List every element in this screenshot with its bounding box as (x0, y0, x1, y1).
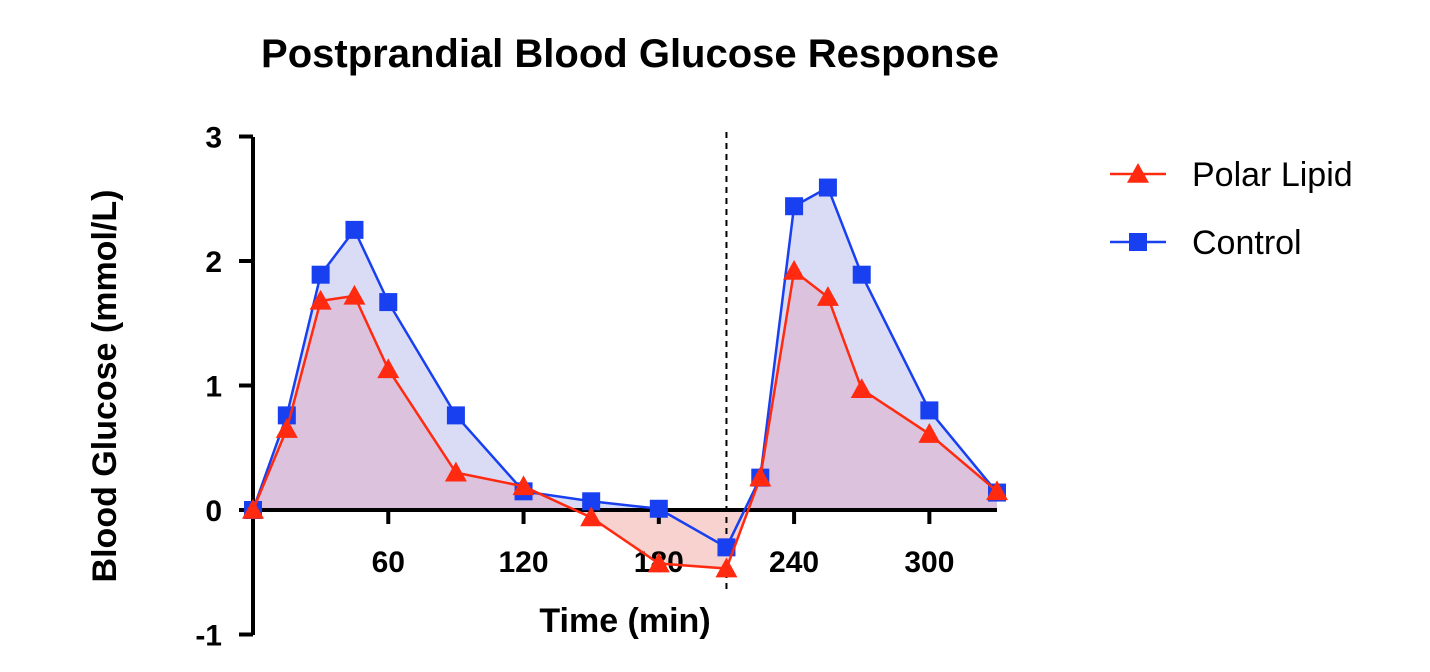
y-tick-label: -1 (195, 620, 222, 653)
polar-lipid-point (647, 552, 670, 573)
control-point (649, 499, 668, 518)
control-line (251, 185, 998, 550)
legend-label: Control (1192, 224, 1302, 262)
polar-lipid-point (275, 418, 298, 438)
polar-lipid-point (783, 259, 806, 280)
legend-item-polar-lipid: Polar Lipid (1110, 156, 1353, 194)
x-ticks: 60120180240300 (372, 510, 954, 579)
polar-lipid-point (749, 466, 772, 487)
legend-swatch-marker (1129, 233, 1147, 251)
control-point (582, 492, 601, 511)
polar-lipid-point (242, 499, 264, 519)
control-point (920, 401, 939, 420)
control-point (785, 197, 804, 216)
polar-lipid-point (444, 461, 467, 482)
polar-lipid-point (377, 358, 400, 379)
polar-lipid-point (918, 423, 941, 443)
polar-lipid-point (850, 378, 873, 399)
y-tick-label: 1 (205, 371, 222, 404)
control-point (717, 538, 736, 557)
control-point (446, 406, 465, 425)
y-tick-label: 0 (205, 495, 222, 528)
polar-lipid-area-fill (253, 270, 997, 510)
polar-lipid-point (715, 557, 738, 578)
control-point (818, 178, 837, 197)
legend-label: Polar Lipid (1192, 156, 1353, 194)
x-tick-label: 60 (372, 546, 405, 579)
polar-lipid-point (816, 286, 839, 306)
x-axis-label: Time (min) (539, 602, 710, 640)
polar-lipid-point (343, 284, 366, 305)
x-tick-label: 300 (904, 546, 954, 579)
y-ticks: -1 0 1 2 3 (195, 122, 253, 653)
control-point (311, 265, 330, 284)
legend-swatch-marker (1127, 163, 1149, 183)
polar-lipid-point (580, 506, 603, 527)
polar-lipid-series (242, 259, 1008, 578)
x-tick-label: 120 (499, 546, 549, 579)
y-tick-label: 3 (205, 122, 222, 155)
y-tick-label: 2 (205, 246, 222, 279)
polar-lipid-point (512, 475, 535, 496)
series-lines (242, 178, 1008, 578)
polar-lipid-point (986, 480, 1008, 501)
y-axis-label: Blood Glucose (mmol/L) (86, 190, 124, 583)
control-point (379, 293, 398, 312)
polar-lipid-line (251, 268, 998, 570)
legend: Polar Lipid Control (1110, 156, 1353, 262)
x-tick-label: 240 (769, 546, 819, 579)
control-point (345, 220, 364, 239)
legend-item-control: Control (1110, 224, 1302, 262)
chart-title: Postprandial Blood Glucose Response (261, 32, 999, 76)
polar-lipid-point (309, 289, 332, 310)
control-point (852, 265, 871, 284)
